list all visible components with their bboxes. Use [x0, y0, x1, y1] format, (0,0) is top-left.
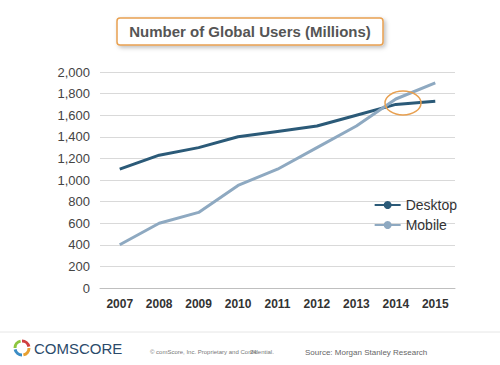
svg-text:Desktop: Desktop — [406, 197, 458, 213]
svg-text:2014: 2014 — [382, 297, 409, 311]
svg-text:COMSCORE: COMSCORE — [34, 340, 122, 357]
svg-text:1,800: 1,800 — [57, 86, 90, 101]
svg-text:600: 600 — [68, 216, 90, 231]
svg-text:2013: 2013 — [343, 297, 370, 311]
svg-text:2012: 2012 — [304, 297, 331, 311]
svg-text:1,400: 1,400 — [57, 129, 90, 144]
svg-text:24: 24 — [250, 349, 257, 355]
svg-text:2015: 2015 — [422, 297, 449, 311]
svg-text:© comScore, Inc. Proprietary a: © comScore, Inc. Proprietary and Confide… — [150, 349, 274, 355]
svg-text:1,200: 1,200 — [57, 151, 90, 166]
svg-text:2009: 2009 — [185, 297, 212, 311]
svg-text:1,600: 1,600 — [57, 108, 90, 123]
svg-text:Number of Global Users (Millio: Number of Global Users (Millions) — [129, 23, 371, 40]
svg-text:1,000: 1,000 — [57, 173, 90, 188]
svg-text:Source: Morgan Stanley Researc: Source: Morgan Stanley Research — [305, 348, 427, 357]
svg-text:2011: 2011 — [264, 297, 290, 311]
svg-text:200: 200 — [68, 259, 90, 274]
svg-text:0: 0 — [83, 281, 90, 296]
svg-text:2,000: 2,000 — [57, 65, 90, 80]
svg-text:800: 800 — [68, 194, 90, 209]
svg-text:2010: 2010 — [225, 297, 252, 311]
svg-text:2007: 2007 — [106, 297, 133, 311]
svg-text:Mobile: Mobile — [406, 217, 447, 233]
svg-text:2008: 2008 — [146, 297, 173, 311]
svg-text:400: 400 — [68, 237, 90, 252]
